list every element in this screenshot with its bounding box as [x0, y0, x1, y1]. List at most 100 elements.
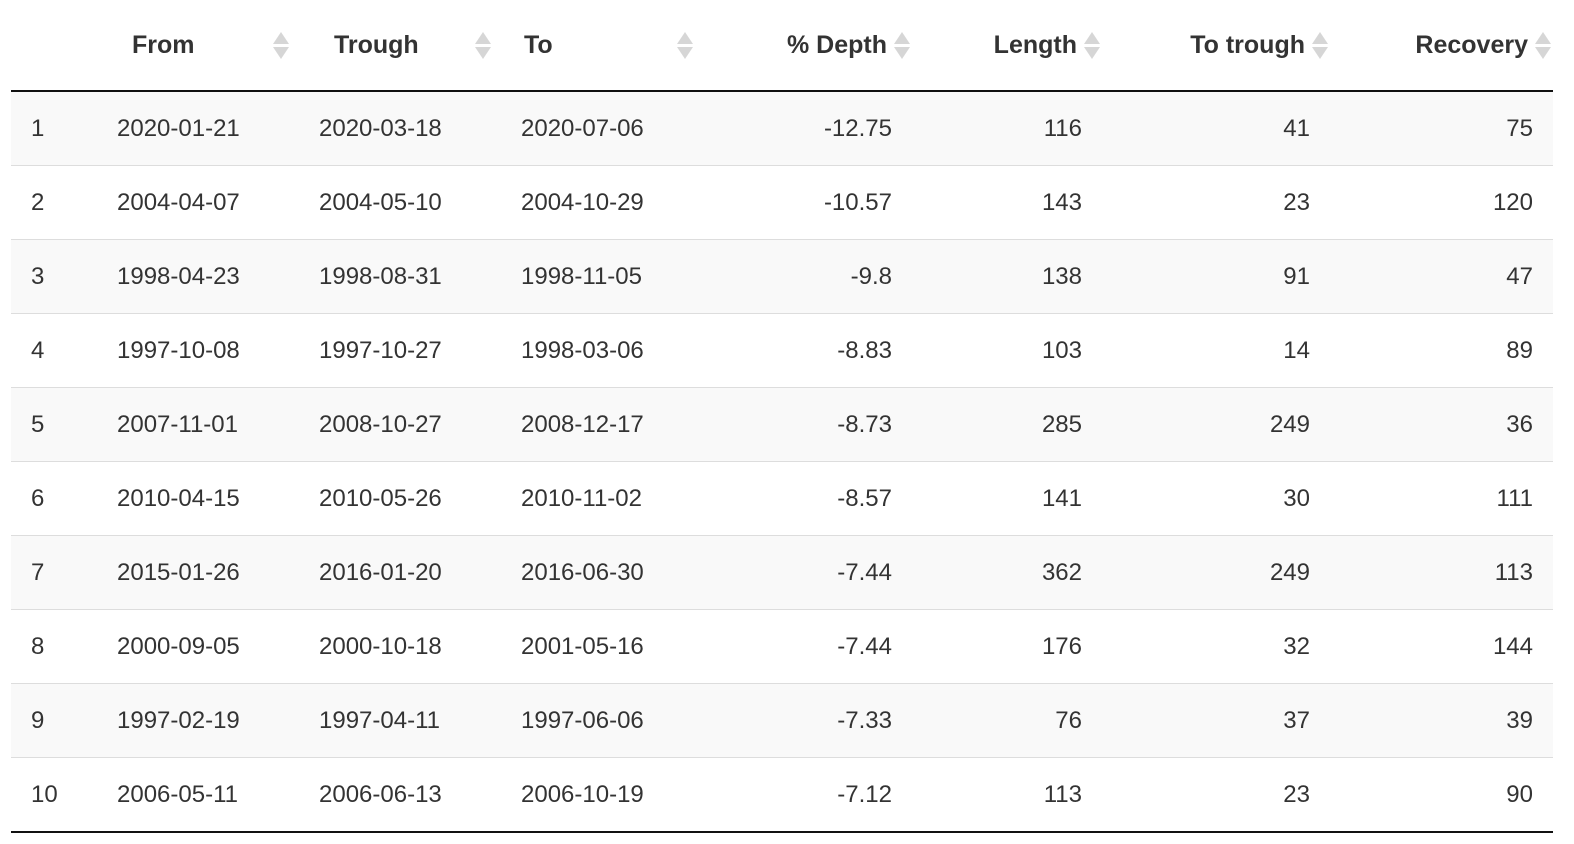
sort-both-icon[interactable] — [893, 28, 911, 62]
column-header-label: Recovery — [1415, 30, 1528, 59]
table-row: 3 1998-04-23 1998-08-31 1998-11-05 -9.8 138 91… — [11, 239, 1553, 314]
sort-descending-arrow-icon — [677, 46, 693, 59]
table-row: 2 2004-04-07 2004-05-10 2004-10-29 -10.57 143… — [11, 165, 1553, 240]
table-row: 8 2000-09-05 2000-10-18 2001-05-16 -7.44 176 3… — [11, 609, 1553, 684]
column-header-recovery[interactable]: Recovery — [1330, 0, 1553, 92]
cell-to: 2020-07-06 — [500, 91, 702, 166]
cell-from: 2015-01-26 — [96, 535, 298, 610]
column-header-depth[interactable]: % Depth — [702, 0, 912, 92]
column-header-to-trough[interactable]: To trough — [1102, 0, 1330, 92]
sort-both-icon[interactable] — [1534, 28, 1552, 62]
table-row: 7 2015-01-26 2016-01-20 2016-06-30 -7.44 362 2… — [11, 535, 1553, 610]
cell-row: 8 — [11, 609, 96, 684]
sort-descending-arrow-icon — [1312, 46, 1328, 59]
cell-to: 1997-06-06 — [500, 683, 702, 758]
cell-to-trough: 30 — [1102, 461, 1330, 536]
cell-to-trough: 91 — [1102, 239, 1330, 314]
cell-to: 1998-11-05 — [500, 239, 702, 314]
cell-from: 2006-05-11 — [96, 757, 298, 833]
sort-ascending-arrow-icon — [677, 31, 693, 44]
cell-length: 138 — [912, 239, 1102, 314]
cell-row: 1 — [11, 91, 96, 166]
cell-to: 2004-10-29 — [500, 165, 702, 240]
sort-both-icon[interactable] — [474, 28, 492, 62]
cell-depth: -8.73 — [702, 387, 912, 462]
cell-recovery: 89 — [1330, 313, 1553, 388]
sort-ascending-arrow-icon — [1312, 31, 1328, 44]
cell-recovery: 36 — [1330, 387, 1553, 462]
cell-recovery: 75 — [1330, 91, 1553, 166]
drawdowns-table: From Trough To % Depth Length To trough Recove… — [11, 0, 1553, 833]
cell-to: 2008-12-17 — [500, 387, 702, 462]
table-body: 1 2020-01-21 2020-03-18 2020-07-06 -12.75 116… — [11, 91, 1553, 833]
cell-row: 4 — [11, 313, 96, 388]
cell-depth: -7.33 — [702, 683, 912, 758]
cell-to: 2001-05-16 — [500, 609, 702, 684]
cell-to-trough: 41 — [1102, 91, 1330, 166]
cell-row: 6 — [11, 461, 96, 536]
sort-both-icon[interactable] — [676, 28, 694, 62]
cell-length: 103 — [912, 313, 1102, 388]
cell-to-trough: 249 — [1102, 387, 1330, 462]
column-header-from[interactable]: From — [96, 0, 298, 92]
cell-recovery: 120 — [1330, 165, 1553, 240]
sort-both-icon[interactable] — [1311, 28, 1329, 62]
cell-from: 1997-10-08 — [96, 313, 298, 388]
cell-length: 362 — [912, 535, 1102, 610]
sort-both-icon[interactable] — [1083, 28, 1101, 62]
drawdowns-table-container: From Trough To % Depth Length To trough Recove… — [11, 0, 1553, 833]
cell-length: 285 — [912, 387, 1102, 462]
cell-trough: 2010-05-26 — [298, 461, 500, 536]
sort-ascending-arrow-icon — [1084, 31, 1100, 44]
cell-to: 1998-03-06 — [500, 313, 702, 388]
column-header-row-number — [11, 0, 96, 92]
sort-both-icon[interactable] — [272, 28, 290, 62]
cell-from: 2007-11-01 — [96, 387, 298, 462]
cell-to: 2010-11-02 — [500, 461, 702, 536]
column-header-label: To trough — [1190, 30, 1305, 59]
sort-ascending-arrow-icon — [273, 31, 289, 44]
cell-from: 1997-02-19 — [96, 683, 298, 758]
column-header-label: Length — [993, 30, 1077, 59]
cell-from: 2010-04-15 — [96, 461, 298, 536]
cell-recovery: 47 — [1330, 239, 1553, 314]
column-header-length[interactable]: Length — [912, 0, 1102, 92]
header-row: From Trough To % Depth Length To trough Recove… — [11, 0, 1553, 92]
cell-depth: -7.44 — [702, 535, 912, 610]
sort-descending-arrow-icon — [273, 46, 289, 59]
column-header-trough[interactable]: Trough — [298, 0, 500, 92]
cell-row: 10 — [11, 757, 96, 833]
cell-row: 9 — [11, 683, 96, 758]
cell-depth: -9.8 — [702, 239, 912, 314]
table-row: 6 2010-04-15 2010-05-26 2010-11-02 -8.57 141 3… — [11, 461, 1553, 536]
cell-trough: 1997-10-27 — [298, 313, 500, 388]
cell-to-trough: 249 — [1102, 535, 1330, 610]
cell-to: 2016-06-30 — [500, 535, 702, 610]
cell-from: 1998-04-23 — [96, 239, 298, 314]
cell-row: 7 — [11, 535, 96, 610]
cell-depth: -10.57 — [702, 165, 912, 240]
cell-length: 76 — [912, 683, 1102, 758]
cell-depth: -12.75 — [702, 91, 912, 166]
sort-descending-arrow-icon — [1535, 46, 1551, 59]
cell-length: 176 — [912, 609, 1102, 684]
cell-row: 5 — [11, 387, 96, 462]
cell-to-trough: 23 — [1102, 757, 1330, 833]
cell-trough: 2006-06-13 — [298, 757, 500, 833]
cell-row: 2 — [11, 165, 96, 240]
cell-depth: -8.83 — [702, 313, 912, 388]
cell-recovery: 111 — [1330, 461, 1553, 536]
column-header-label: From — [132, 30, 195, 59]
sort-descending-arrow-icon — [1084, 46, 1100, 59]
column-header-label: % Depth — [787, 30, 887, 59]
cell-trough: 2004-05-10 — [298, 165, 500, 240]
cell-length: 141 — [912, 461, 1102, 536]
cell-length: 113 — [912, 757, 1102, 833]
table-row: 10 2006-05-11 2006-06-13 2006-10-19 -7.12 113… — [11, 757, 1553, 833]
sort-descending-arrow-icon — [475, 46, 491, 59]
cell-length: 116 — [912, 91, 1102, 166]
table-row: 9 1997-02-19 1997-04-11 1997-06-06 -7.33 76 37… — [11, 683, 1553, 758]
sort-ascending-arrow-icon — [475, 31, 491, 44]
column-header-to[interactable]: To — [500, 0, 702, 92]
cell-from: 2004-04-07 — [96, 165, 298, 240]
